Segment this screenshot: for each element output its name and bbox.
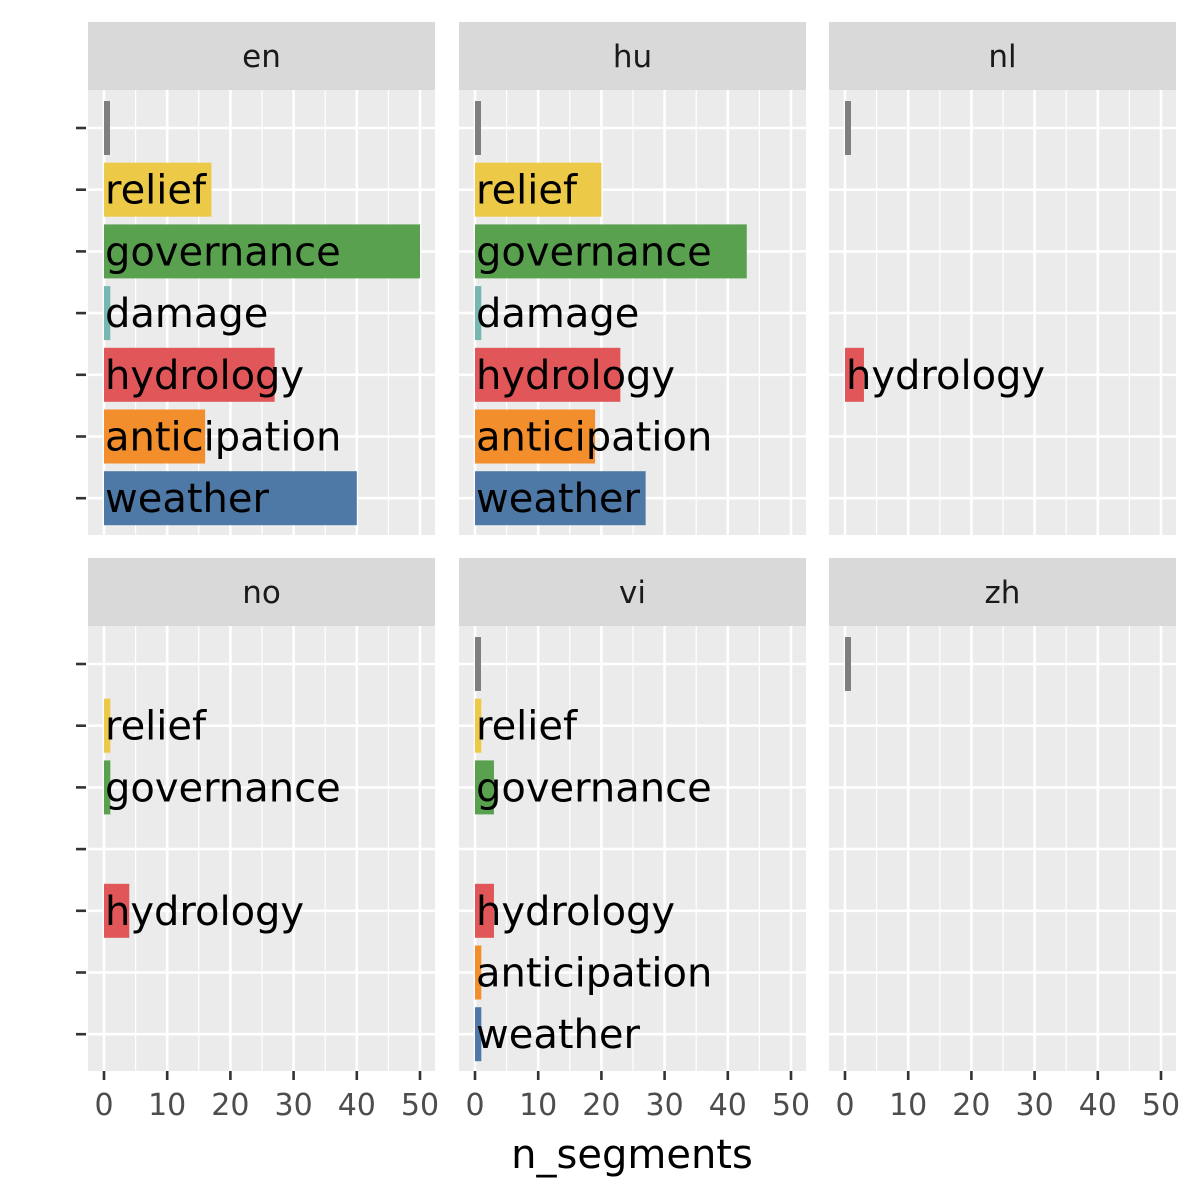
x-tick-label: 0 — [94, 1088, 113, 1123]
facet-panel-nl: nl hydrology — [829, 22, 1176, 535]
bar-label-relief: relief — [476, 168, 578, 214]
bar-label-anticipation: anticipation — [476, 415, 712, 461]
bar-label-governance: governance — [105, 765, 341, 811]
x-tick-label: 30 — [646, 1088, 684, 1123]
bar-blank — [475, 101, 481, 155]
x-axis-title: n_segments — [511, 1132, 753, 1178]
bar-hydrology — [104, 883, 130, 938]
bar-hydrology — [475, 347, 621, 402]
bar-label-hydrology: hydrology — [476, 889, 675, 935]
bar-blank — [845, 101, 851, 155]
x-tick-label: 20 — [582, 1088, 620, 1123]
bar-label-relief: relief — [105, 704, 207, 750]
x-tick-label: 10 — [148, 1088, 186, 1123]
bar-weather — [104, 471, 357, 526]
bar-relief — [104, 162, 212, 217]
x-tick-label: 50 — [772, 1088, 810, 1123]
facet-panel-no: no relief governance hydrology 0 10 20 30 40 50 — [76, 558, 439, 1123]
facet-panel-vi: vi relief governance hydrology anticipation w… — [459, 558, 810, 1123]
bar-label-hydrology: hydrology — [476, 353, 675, 399]
bar-damage — [475, 286, 482, 341]
x-tick-label: 30 — [1016, 1088, 1054, 1123]
x-tick-label: 40 — [709, 1088, 747, 1123]
bar-label-governance: governance — [476, 765, 712, 811]
facet-strip — [459, 22, 806, 90]
bar-blank — [104, 101, 110, 155]
bar-label-hydrology: hydrology — [846, 353, 1045, 399]
bar-anticipation — [475, 945, 482, 1000]
bar-governance — [104, 224, 420, 279]
bar-anticipation — [104, 409, 206, 464]
x-tick-label: 10 — [519, 1088, 557, 1123]
x-tick-label: 20 — [211, 1088, 249, 1123]
facet-strip-label: zh — [985, 575, 1021, 611]
bar-hydrology — [104, 347, 275, 402]
facet-strip-label: no — [242, 575, 281, 611]
facet-strip — [88, 558, 435, 626]
bar-label-relief: relief — [105, 168, 207, 214]
facet-strip — [829, 22, 1176, 90]
x-tick-label: 50 — [1142, 1088, 1180, 1123]
x-tick-label: 0 — [465, 1088, 484, 1123]
bar-blank — [475, 637, 481, 691]
facet-strip-label: vi — [619, 575, 646, 611]
bar-label-anticipation: anticipation — [105, 415, 341, 461]
bar-label-hydrology: hydrology — [105, 353, 304, 399]
facet-panel-zh: zh 0 10 20 30 40 50 — [829, 558, 1180, 1123]
bar-weather — [475, 1007, 482, 1062]
x-tick-label: 40 — [338, 1088, 376, 1123]
bar-governance — [104, 760, 111, 815]
bar-label-governance: governance — [476, 229, 712, 275]
x-tick-label: 30 — [275, 1088, 313, 1123]
bar-blank — [845, 637, 851, 691]
x-tick-label: 50 — [401, 1088, 439, 1123]
bar-governance — [475, 760, 494, 815]
facet-panel-hu: hu relief governance damage hydrology anticip… — [459, 22, 806, 535]
facet-strip — [459, 558, 806, 626]
x-tick-label: 40 — [1079, 1088, 1117, 1123]
bar-damage — [104, 286, 111, 341]
bar-label-weather: weather — [105, 476, 269, 522]
bar-label-damage: damage — [105, 291, 268, 337]
bar-governance — [475, 224, 747, 279]
facet-strip — [829, 558, 1176, 626]
facet-panel-en: en relief governance damage hydrology anticip… — [76, 22, 435, 535]
bar-hydrology — [845, 347, 864, 402]
bar-label-governance: governance — [105, 229, 341, 275]
facet-strip-label: nl — [988, 39, 1016, 75]
bar-relief — [475, 698, 482, 753]
bar-hydrology — [475, 883, 494, 938]
bar-relief — [475, 162, 602, 217]
x-tick-label: 10 — [889, 1088, 927, 1123]
bar-weather — [475, 471, 646, 526]
bar-anticipation — [475, 409, 596, 464]
x-tick-label: 0 — [835, 1088, 854, 1123]
bar-label-anticipation: anticipation — [476, 951, 712, 997]
bar-label-hydrology: hydrology — [105, 889, 304, 935]
bar-label-weather: weather — [476, 1012, 640, 1058]
facet-strip-label: en — [242, 39, 281, 75]
facet-strip-label: hu — [613, 39, 652, 75]
x-tick-label: 20 — [952, 1088, 990, 1123]
bar-relief — [104, 698, 111, 753]
bar-label-weather: weather — [476, 476, 640, 522]
bar-label-damage: damage — [476, 291, 639, 337]
bar-label-relief: relief — [476, 704, 578, 750]
facet-strip — [88, 22, 435, 90]
